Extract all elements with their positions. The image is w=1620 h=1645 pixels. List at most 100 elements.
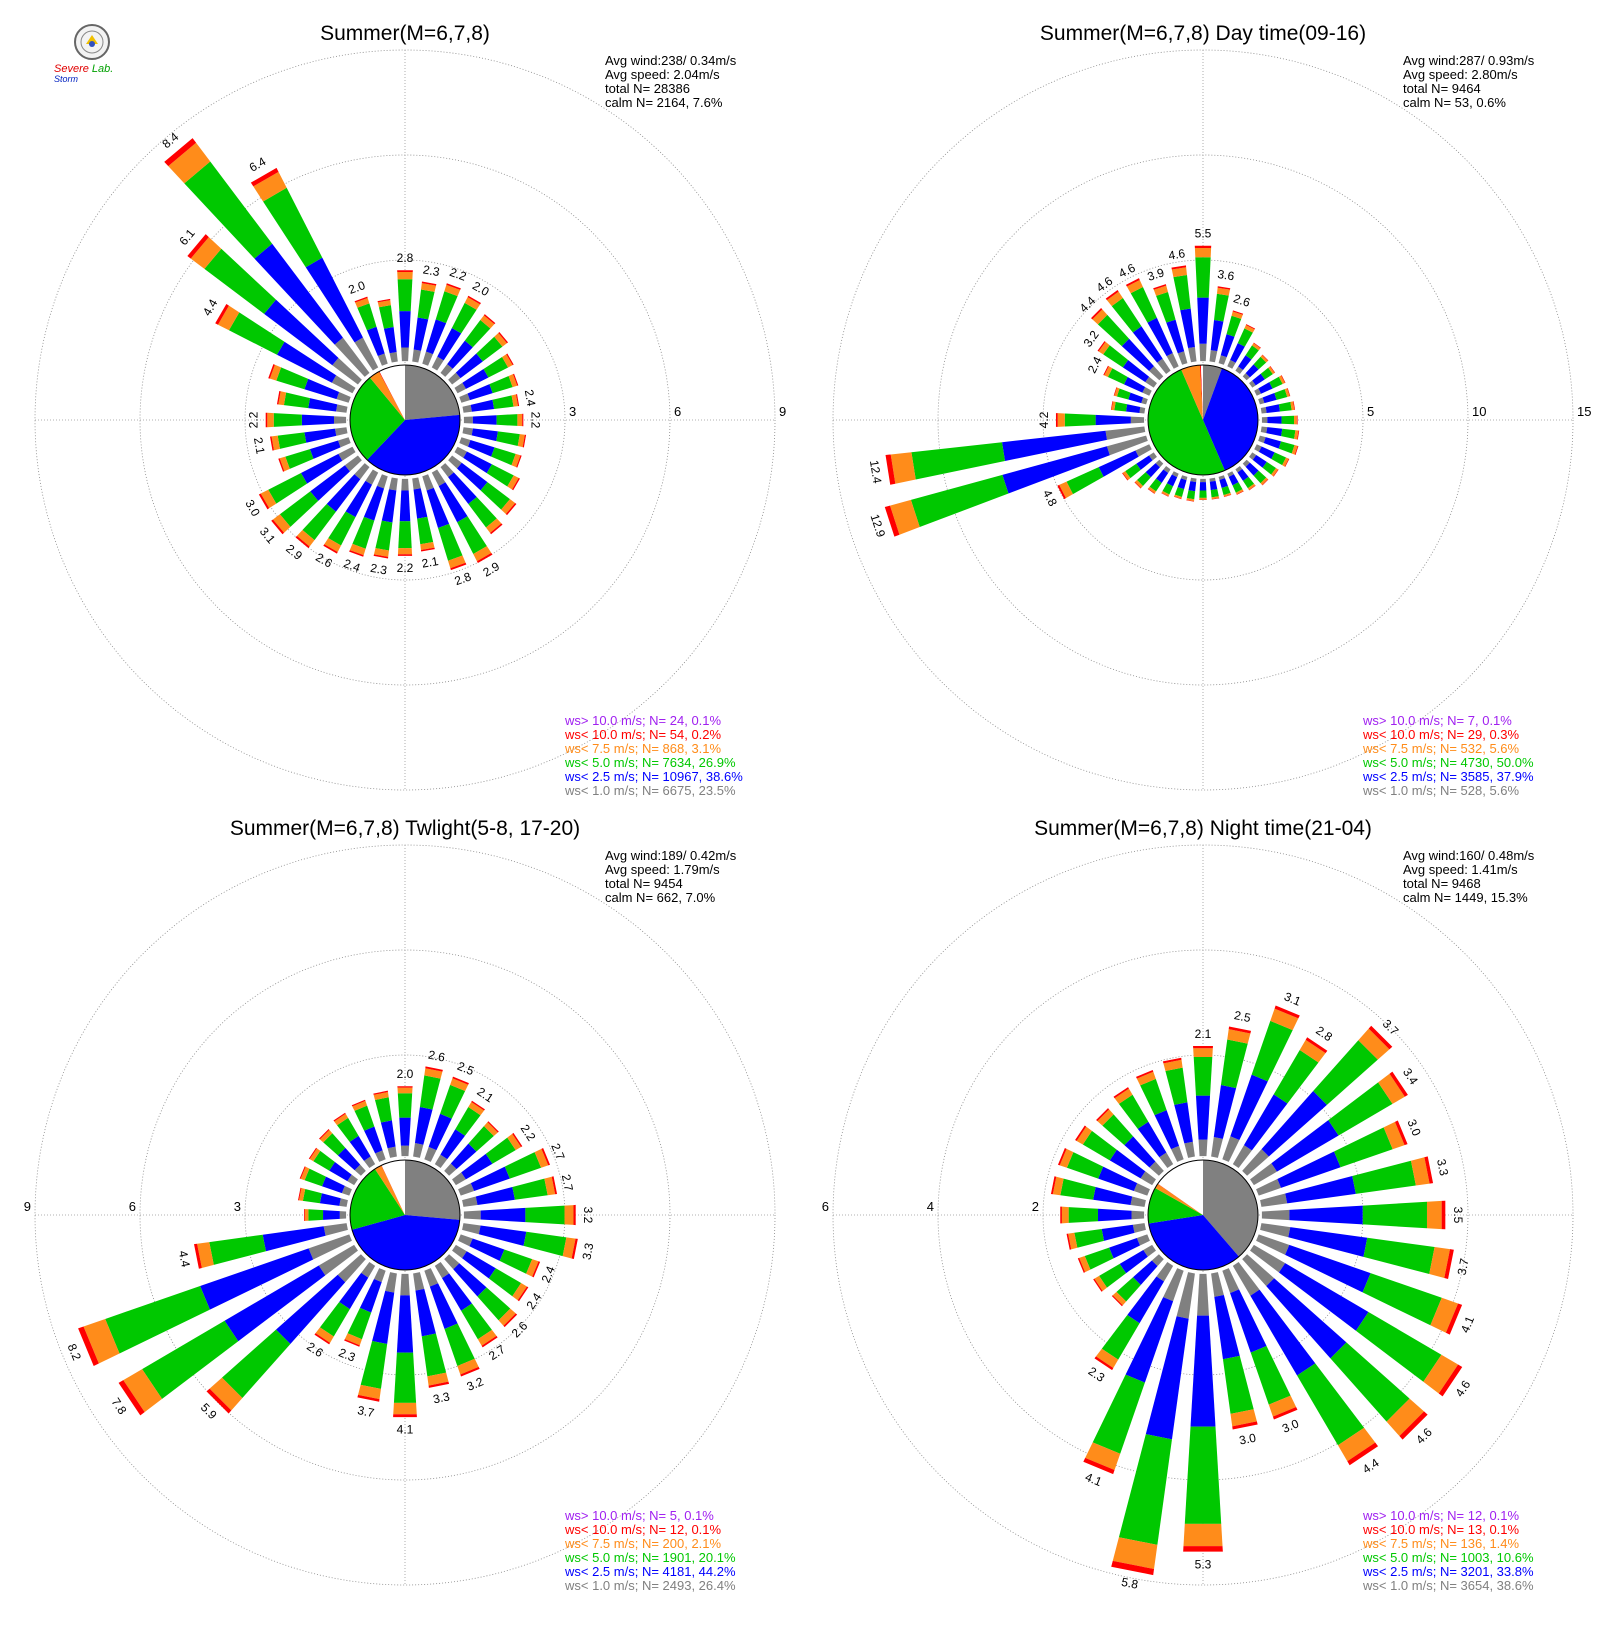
wind-bar-segment — [1263, 393, 1277, 403]
wind-bar-segment — [1184, 1142, 1195, 1158]
wind-bar-segment — [397, 272, 413, 279]
stats-line: Avg speed: 2.04m/s — [605, 67, 720, 82]
wind-bar-segment — [1262, 1210, 1290, 1220]
wind-bar-segment — [379, 305, 394, 329]
wind-bar-segment — [1065, 413, 1096, 426]
wind-bar-segment — [1132, 1211, 1145, 1219]
bar-value-label: 2.2 — [518, 1122, 539, 1144]
wind-bar-segment — [1209, 350, 1217, 362]
wind-bar-segment — [397, 1086, 412, 1087]
wind-bar-segment — [1251, 1346, 1291, 1405]
wind-bar-segment — [1069, 1207, 1098, 1223]
wind-bar-segment — [1180, 309, 1195, 348]
wind-bar-segment — [440, 1085, 465, 1119]
stats-line: Avg speed: 1.79m/s — [605, 862, 720, 877]
wind-bar-segment — [1211, 489, 1219, 497]
wind-bar-segment — [415, 1107, 433, 1145]
wind-bar-segment — [413, 1143, 423, 1158]
bar-value-label: 4.8 — [1040, 487, 1060, 509]
wind-bar-segment — [1267, 416, 1281, 423]
wind-bar-segment — [1131, 417, 1144, 424]
windrose-panel-3: 3692.02.62.52.12.22.72.73.23.32.42.42.62… — [24, 817, 775, 1593]
wind-bar-segment — [381, 1120, 396, 1148]
bar-value-label: 4.1 — [1083, 1470, 1104, 1489]
bar-value-label: 2.1 — [421, 554, 440, 571]
wind-bar-segment — [1093, 1187, 1132, 1205]
wind-bar-segment — [302, 415, 334, 426]
legend-entry: ws< 5.0 m/s; N= 1003, 10.6% — [1362, 1550, 1534, 1565]
wind-bar-segment — [479, 1225, 527, 1245]
wind-bar-segment — [328, 511, 355, 545]
bar-value-label: 2.3 — [369, 561, 388, 578]
wind-bar-segment — [1264, 437, 1281, 448]
stats-line: calm N= 2164, 7.6% — [605, 95, 723, 110]
wind-bar-segment — [1195, 257, 1210, 297]
bar-value-label: 3.7 — [1455, 1257, 1472, 1276]
bar-value-label: 5.9 — [198, 1400, 220, 1422]
bar-value-label: 3.2 — [1081, 328, 1102, 350]
wind-bar-segment — [422, 474, 434, 490]
wind-bar-segment — [462, 427, 472, 435]
wind-bar-segment — [399, 1118, 410, 1146]
bar-value-label: 2.4 — [342, 556, 363, 575]
wind-bar-segment — [398, 521, 411, 548]
wind-bar-segment — [1226, 316, 1241, 337]
wind-bar-segment — [1266, 404, 1280, 413]
legend-entry: ws< 5.0 m/s; N= 7634, 26.9% — [564, 755, 736, 770]
bar-value-label: 3.0 — [1404, 1117, 1423, 1138]
legend-entry: ws> 10.0 m/s; N= 7, 0.1% — [1362, 713, 1512, 728]
wind-bar-segment — [375, 1097, 392, 1122]
wind-bar-segment — [414, 317, 429, 350]
stats-line: calm N= 662, 7.0% — [605, 890, 716, 905]
bar-value-label: 8.2 — [65, 1342, 84, 1363]
bar-value-label: 4.6 — [1116, 260, 1138, 280]
bar-value-label: 4.6 — [1413, 1425, 1435, 1447]
wind-bar-segment — [462, 1197, 477, 1207]
bar-value-label: 3.0 — [1280, 1416, 1301, 1435]
bar-value-label: 2.9 — [283, 541, 305, 563]
wind-bar-segment — [397, 270, 413, 272]
wind-bar-segment — [334, 416, 346, 423]
wind-bar-segment — [308, 1209, 323, 1220]
wind-bar-segment — [390, 352, 398, 362]
bar-value-label: 2.2 — [397, 561, 414, 575]
wind-bar-segment — [1262, 417, 1267, 423]
wind-bar-segment — [1194, 1057, 1213, 1096]
bar-value-label: 5.3 — [1195, 1557, 1212, 1571]
legend-entry: ws< 2.5 m/s; N= 4181, 44.2% — [564, 1564, 736, 1579]
wind-bar-segment — [1193, 1046, 1213, 1048]
wind-bar-segment — [1183, 1524, 1222, 1546]
wind-bar-segment — [1188, 347, 1196, 362]
wind-bar-segment — [1074, 1229, 1104, 1248]
wind-bar-segment — [1067, 467, 1104, 494]
wind-bar-segment — [397, 1295, 413, 1352]
bar-value-label: 2.7 — [548, 1141, 567, 1162]
wind-bar-segment — [462, 1223, 481, 1234]
wind-bar-segment — [1096, 415, 1131, 425]
bar-value-label: 4.1 — [397, 1423, 414, 1437]
legend-entry: ws< 5.0 m/s; N= 4730, 50.0% — [1362, 755, 1534, 770]
wind-bar-segment — [335, 427, 348, 436]
wind-bar-segment — [1363, 1202, 1427, 1228]
bar-value-label: 4.4 — [176, 1249, 193, 1268]
bar-value-label: 3.7 — [1380, 1017, 1402, 1039]
wind-bar-segment — [1200, 479, 1206, 482]
wind-bar-segment — [397, 1088, 412, 1094]
wind-bar-segment — [305, 1209, 308, 1221]
stats-line: calm N= 1449, 15.3% — [1403, 890, 1528, 905]
wind-bar-segment — [1060, 1179, 1095, 1200]
legend-entry: ws< 2.5 m/s; N= 3201, 33.8% — [1362, 1564, 1534, 1579]
bar-value-label: 2.0 — [470, 279, 492, 300]
wind-bar-segment — [1334, 1127, 1393, 1167]
wind-bar-segment — [303, 1189, 322, 1203]
wind-bar-segment — [420, 1075, 441, 1109]
wind-bar-segment — [1183, 1546, 1223, 1552]
wind-bar-segment — [308, 398, 337, 411]
bar-value-label: 2.8 — [453, 569, 474, 588]
legend-entry: ws< 7.5 m/s; N= 200, 2.1% — [564, 1536, 722, 1551]
wind-bar-segment — [352, 517, 374, 549]
wind-bar-segment — [375, 521, 392, 551]
stats-line: Avg speed: 2.80m/s — [1403, 67, 1518, 82]
